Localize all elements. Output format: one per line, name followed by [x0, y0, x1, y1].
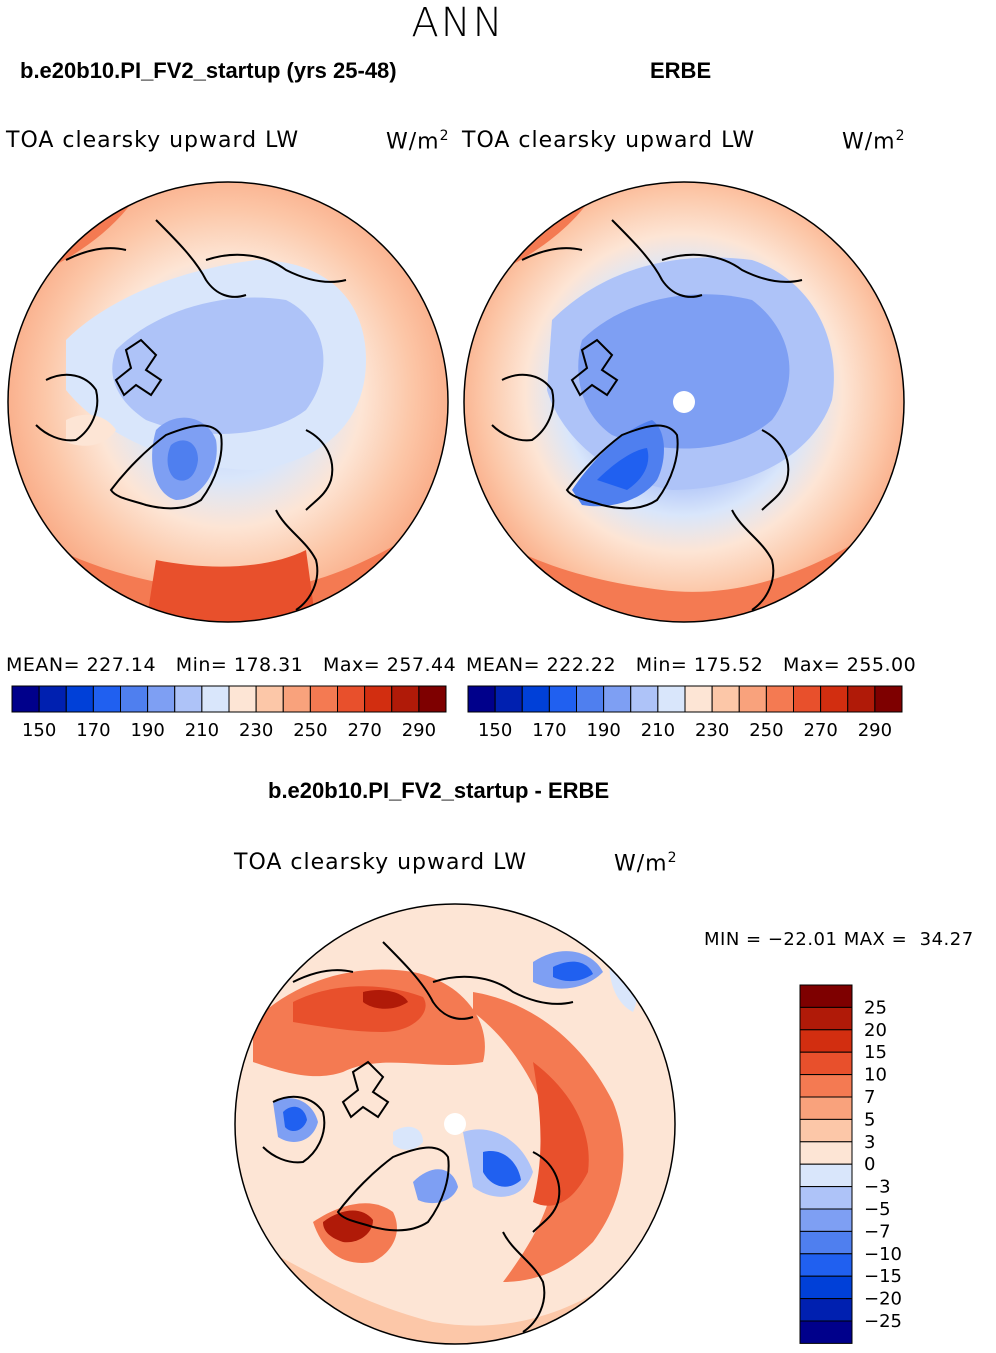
diff-colorbar-swatch: [799, 1320, 853, 1344]
right-units-label: W/m2: [842, 128, 906, 155]
diff-colorbar-swatch: [799, 1096, 853, 1120]
left-units-label: W/m2: [386, 128, 450, 155]
diff-units-label: W/m2: [614, 850, 678, 877]
left-colorbar-swatch: [65, 685, 94, 713]
left-colorbar-swatch: [282, 685, 311, 713]
left-colorbar-swatch: [120, 685, 149, 713]
diff-colorbar-swatch: [799, 1230, 853, 1255]
right-colorbar-swatch: [711, 685, 740, 713]
diff-colorbar-tick-label: −3: [864, 1177, 891, 1198]
right-colorbar-tick-label: 170: [532, 720, 566, 741]
diff-colorbar-tick-label: −7: [864, 1221, 891, 1242]
left-colorbar-tick-label: 150: [22, 720, 56, 741]
diff-colorbar-swatch: [799, 1275, 853, 1300]
left-case-title: b.e20b10.PI_FV2_startup (yrs 25-48): [20, 58, 397, 83]
right-colorbar-tick-label: 210: [641, 720, 675, 741]
diff-case-title: b.e20b10.PI_FV2_startup - ERBE: [268, 778, 610, 803]
left-colorbar-swatch: [38, 685, 67, 713]
diff-colorbar-tick-label: −10: [864, 1244, 902, 1265]
right-colorbar-tick-label: 150: [478, 720, 512, 741]
left-colorbar: 150 170 190 210 230 250 270 290: [11, 685, 447, 741]
diff-colorbar-swatch: [799, 1298, 853, 1322]
diff-colorbar-swatch: [799, 984, 853, 1008]
diff-colorbar-tick-label: −20: [864, 1289, 902, 1310]
left-stats: MEAN= 227.14 Min= 178.31 Max= 257.44: [6, 654, 457, 676]
left-polar-map: [7, 181, 449, 623]
diff-colorbar-tick-label: 20: [864, 1020, 887, 1041]
left-colorbar-swatch: [201, 685, 230, 713]
left-colorbar-swatch: [147, 685, 176, 713]
right-colorbar-swatch: [467, 685, 496, 713]
diff-variable-label: TOA clearsky upward LW: [234, 850, 528, 875]
right-colorbar-swatch: [494, 685, 523, 713]
right-case-title: ERBE: [650, 58, 712, 83]
left-colorbar-swatch: [391, 685, 420, 713]
left-colorbar-swatch: [92, 685, 121, 713]
diff-colorbar-swatch: [799, 1208, 853, 1232]
right-colorbar-swatch: [820, 685, 849, 713]
diff-min-max: MIN = −22.01 MAX = 34.27: [704, 929, 974, 950]
left-variable-label: TOA clearsky upward LW: [6, 128, 300, 153]
right-colorbar-tick-label: 270: [803, 720, 837, 741]
right-colorbar-tick-label: 250: [749, 720, 783, 741]
right-colorbar-swatch: [765, 685, 794, 713]
right-colorbar-swatch: [847, 685, 876, 713]
left-colorbar-tick-label: 230: [239, 720, 273, 741]
season-title: ANN: [411, 0, 505, 46]
right-colorbar-swatch: [630, 685, 659, 713]
left-colorbar-swatch: [255, 685, 284, 713]
diff-colorbar-swatch: [799, 1006, 853, 1031]
right-stats: MEAN= 222.22 Min= 175.52 Max= 255.00: [466, 654, 917, 676]
diff-colorbar-tick-label: 10: [864, 1065, 887, 1086]
diff-colorbar-tick-label: 15: [864, 1042, 887, 1063]
left-colorbar-tick-label: 210: [185, 720, 219, 741]
right-colorbar-swatch: [738, 685, 767, 713]
diff-colorbar-swatch: [799, 1029, 853, 1053]
diff-colorbar-swatch: [799, 1051, 853, 1076]
left-colorbar-swatch: [309, 685, 338, 713]
diff-colorbar-tick-label: −25: [864, 1311, 902, 1332]
diff-colorbar-tick-label: 0: [864, 1154, 875, 1175]
right-colorbar-tick-label: 230: [695, 720, 729, 741]
right-colorbar-swatch: [874, 685, 903, 713]
diff-colorbar-tick-label: 7: [864, 1087, 875, 1108]
left-colorbar-swatch: [174, 685, 203, 713]
left-colorbar-tick-label: 290: [402, 720, 436, 741]
diff-colorbar-tick-label: −15: [864, 1266, 902, 1287]
right-colorbar: 150 170 190 210 230 250 270 290: [467, 685, 903, 741]
left-colorbar-swatch: [337, 685, 366, 713]
right-colorbar-swatch: [548, 685, 577, 713]
diff-colorbar-tick-label: −5: [864, 1199, 891, 1220]
diff-colorbar-tick-label: 3: [864, 1132, 875, 1153]
diff-colorbar-swatch: [799, 1141, 853, 1165]
diff-colorbar-swatch: [799, 1253, 853, 1277]
right-colorbar-swatch: [576, 685, 605, 713]
left-colorbar-swatch: [228, 685, 257, 713]
right-colorbar-swatch: [521, 685, 550, 713]
right-colorbar-tick-label: 190: [586, 720, 620, 741]
left-colorbar-tick-label: 250: [293, 720, 327, 741]
left-colorbar-tick-label: 270: [347, 720, 381, 741]
right-colorbar-swatch: [684, 685, 713, 713]
left-colorbar-tick-label: 190: [130, 720, 164, 741]
right-colorbar-swatch: [657, 685, 686, 713]
diff-colorbar-tick-label: 25: [864, 997, 887, 1018]
diff-colorbar-swatch: [799, 1186, 853, 1210]
right-variable-label: TOA clearsky upward LW: [462, 128, 756, 153]
diff-colorbar-swatch: [799, 1118, 853, 1143]
right-colorbar-swatch: [793, 685, 822, 713]
right-colorbar-swatch: [603, 685, 632, 713]
right-polar-map: [463, 181, 905, 623]
left-colorbar-swatch: [11, 685, 40, 713]
diff-colorbar-swatch: [799, 1074, 853, 1098]
diff-colorbar-tick-label: 5: [864, 1109, 875, 1130]
left-colorbar-tick-label: 170: [76, 720, 110, 741]
diff-colorbar-swatch: [799, 1163, 853, 1188]
right-colorbar-tick-label: 290: [858, 720, 892, 741]
difference-polar-map: [234, 903, 676, 1345]
left-colorbar-swatch: [418, 685, 447, 713]
left-colorbar-swatch: [364, 685, 393, 713]
